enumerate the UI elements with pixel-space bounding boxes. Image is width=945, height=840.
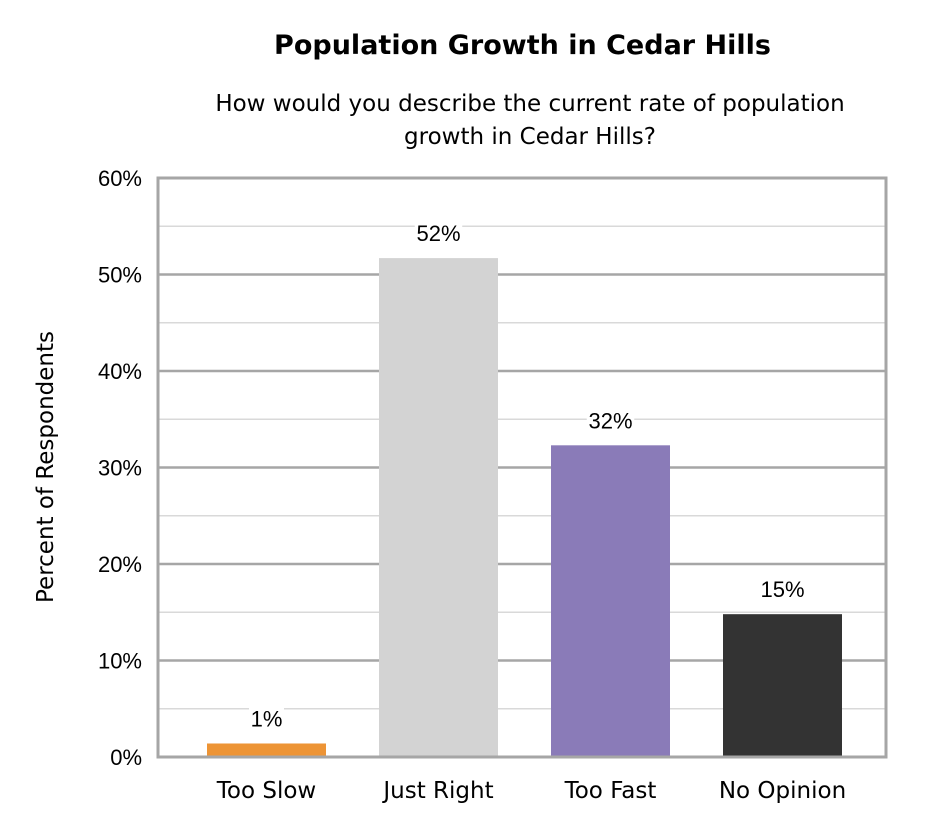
- y-tick-label: 0%: [110, 745, 142, 770]
- data-label-background: [414, 216, 463, 247]
- data-label: 52%: [416, 221, 460, 246]
- bar-no-opinion: [723, 614, 842, 757]
- y-tick-label: 50%: [98, 263, 142, 288]
- x-category-label: Just Right: [381, 778, 493, 804]
- data-label: 1%: [251, 706, 283, 731]
- y-tick-label: 30%: [98, 456, 142, 481]
- chart-subtitle: How would you describe the current rate …: [215, 91, 845, 150]
- data-label: 32%: [588, 408, 632, 433]
- chart-title: Population Growth in Cedar Hills: [274, 30, 771, 61]
- y-tick-label: 60%: [98, 166, 142, 191]
- y-tick-label: 10%: [98, 649, 142, 674]
- x-category-label: Too Slow: [216, 778, 316, 804]
- bar-too-fast: [551, 445, 670, 757]
- data-label-background: [249, 701, 284, 732]
- bar-just-right: [379, 258, 498, 757]
- bar-too-slow: [207, 743, 326, 757]
- data-label-background: [758, 572, 807, 603]
- x-category-label: Too Fast: [564, 778, 657, 804]
- x-category-label: No Opinion: [719, 778, 846, 804]
- y-axis-label: Percent of Respondents: [33, 331, 59, 603]
- y-tick-label: 40%: [98, 359, 142, 384]
- data-label: 15%: [760, 577, 804, 602]
- plot-area-border: [156, 176, 888, 759]
- y-tick-label: 20%: [98, 552, 142, 577]
- data-label-background: [586, 403, 635, 434]
